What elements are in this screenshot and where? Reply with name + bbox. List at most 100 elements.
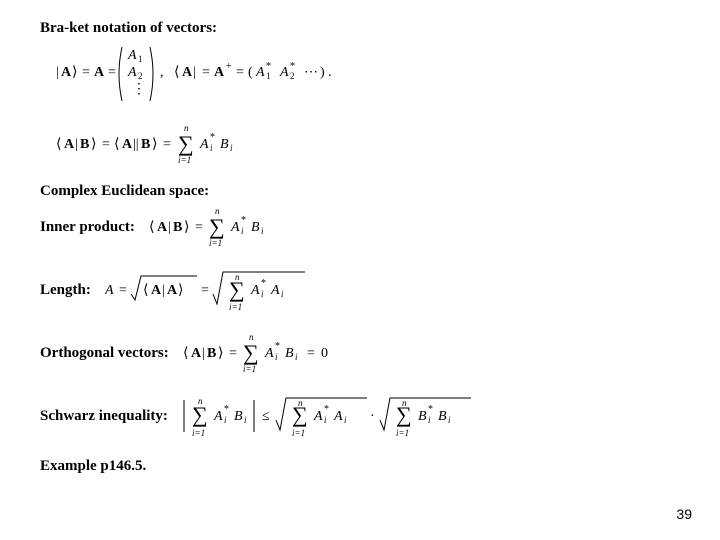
row-schwarz: Schwarz inequality: ∑ i=1 n Ai* Bi ≤ ∑ i…	[40, 392, 680, 440]
formula-length: A = ⟨ A | A ⟩ = ∑ i=1 n Ai* Ai	[105, 266, 325, 314]
svg-text:+: +	[226, 61, 232, 72]
svg-text:A: A	[64, 137, 75, 152]
svg-text:A: A	[214, 65, 225, 80]
svg-text:i: i	[261, 289, 264, 299]
svg-text:n: n	[198, 396, 203, 406]
svg-text:=: =	[307, 346, 315, 361]
svg-text:n: n	[184, 123, 189, 133]
svg-text:n: n	[249, 332, 254, 342]
svg-text:⟩: ⟩	[218, 346, 223, 361]
svg-text:n: n	[298, 398, 303, 408]
svg-text:A: A	[279, 65, 289, 80]
page-number: 39	[676, 506, 692, 522]
svg-text:⟨: ⟨	[149, 220, 154, 235]
svg-text:A: A	[313, 409, 323, 424]
svg-text:⟩: ⟩	[91, 137, 96, 152]
svg-text:=: =	[236, 65, 244, 80]
svg-text:⟩: ⟩	[178, 283, 183, 298]
svg-text:A: A	[270, 283, 280, 298]
heading-complex-euclidean: Complex Euclidean space:	[40, 183, 680, 200]
svg-text:=: =	[108, 65, 116, 80]
svg-text:i: i	[210, 143, 213, 153]
svg-text:i: i	[230, 143, 233, 153]
svg-text:B: B	[80, 137, 89, 152]
svg-text:|: |	[162, 283, 165, 298]
svg-text:*: *	[210, 132, 215, 143]
svg-text:A: A	[157, 220, 168, 235]
svg-text:i=1: i=1	[396, 428, 409, 438]
svg-text:): )	[320, 65, 325, 80]
svg-text:|: |	[56, 65, 59, 80]
svg-text:i=1: i=1	[292, 428, 305, 438]
svg-text:n: n	[402, 398, 407, 408]
svg-text:A: A	[182, 65, 193, 80]
svg-text:B: B	[438, 409, 447, 424]
svg-text:1: 1	[138, 54, 143, 64]
svg-text:B: B	[234, 409, 243, 424]
svg-text:i: i	[241, 226, 244, 236]
svg-text:i: i	[275, 352, 278, 362]
svg-text:.: .	[328, 65, 332, 80]
svg-text:A: A	[191, 346, 202, 361]
svg-text:i: i	[244, 415, 247, 425]
svg-text:⟨: ⟨	[174, 65, 179, 80]
svg-text:A: A	[250, 283, 260, 298]
svg-text:A: A	[61, 65, 72, 80]
svg-text:=: =	[229, 346, 237, 361]
svg-text:B: B	[251, 220, 260, 235]
formula-orthogonal: ⟨ A | B ⟩ = ∑ i=1 n Ai* Bi = 0	[183, 332, 383, 374]
svg-text:n: n	[215, 206, 220, 216]
svg-text:1: 1	[266, 71, 271, 81]
svg-text:i=1: i=1	[243, 364, 256, 374]
svg-text:B: B	[141, 137, 150, 152]
svg-text:⟩: ⟩	[152, 137, 157, 152]
svg-text:·: ·	[370, 409, 375, 424]
svg-text:*: *	[324, 404, 329, 415]
svg-text:A: A	[127, 65, 137, 80]
svg-text:⋯: ⋯	[304, 65, 318, 80]
svg-text:⟨: ⟨	[56, 137, 61, 152]
label-schwarz: Schwarz inequality:	[40, 408, 168, 425]
svg-text:B: B	[173, 220, 182, 235]
svg-text:A: A	[230, 220, 240, 235]
svg-text:i=1: i=1	[178, 155, 191, 165]
svg-text:B: B	[207, 346, 216, 361]
svg-text:⟩: ⟩	[184, 220, 189, 235]
svg-text:A: A	[264, 346, 274, 361]
svg-text:*: *	[275, 341, 280, 352]
label-example: Example p146.5.	[40, 458, 680, 475]
svg-text:∑: ∑	[243, 340, 259, 365]
row-inner-product: Inner product: ⟨ A | B ⟩ = ∑ i=1 n Ai* B…	[40, 206, 680, 248]
svg-text:=: =	[195, 220, 203, 235]
svg-text:0: 0	[321, 346, 328, 361]
svg-text:=: =	[163, 137, 171, 152]
svg-text:i=1: i=1	[209, 238, 222, 248]
formula-inner-product: ⟨ A | B ⟩ = ∑ i=1 n Ai* Bi	[149, 206, 309, 248]
svg-text:A: A	[105, 283, 114, 298]
label-length: Length:	[40, 282, 91, 299]
svg-text:⟨: ⟨	[143, 283, 148, 298]
svg-text:i: i	[324, 415, 327, 425]
svg-text:n: n	[235, 272, 240, 282]
svg-text:A: A	[255, 65, 265, 80]
svg-text:A: A	[167, 283, 178, 298]
svg-text:=: =	[82, 65, 90, 80]
svg-text:2: 2	[290, 71, 295, 81]
svg-text:|: |	[75, 137, 78, 152]
formula-ket-bra-def: | A ⟩ = A = A1 A2 ⋮ , ⟨ A | = A + = ( A1…	[56, 43, 680, 105]
svg-text:A: A	[151, 283, 162, 298]
svg-text:⟨: ⟨	[183, 346, 188, 361]
svg-text:A: A	[94, 65, 105, 80]
svg-text:=: =	[119, 283, 127, 298]
formula-ab-inner: ⟨ A | B ⟩ = ⟨ A || B ⟩ = ∑ i=1 n Ai* Bi	[56, 123, 680, 165]
svg-text:*: *	[261, 278, 266, 289]
label-orthogonal: Orthogonal vectors:	[40, 345, 169, 362]
label-inner-product: Inner product:	[40, 219, 135, 236]
svg-text:i: i	[344, 415, 347, 425]
svg-text:A: A	[122, 137, 133, 152]
heading-braket: Bra-ket notation of vectors:	[40, 20, 680, 37]
svg-text:B: B	[418, 409, 427, 424]
svg-text:|: |	[202, 346, 205, 361]
svg-text:|: |	[168, 220, 171, 235]
svg-text:*: *	[290, 61, 295, 72]
